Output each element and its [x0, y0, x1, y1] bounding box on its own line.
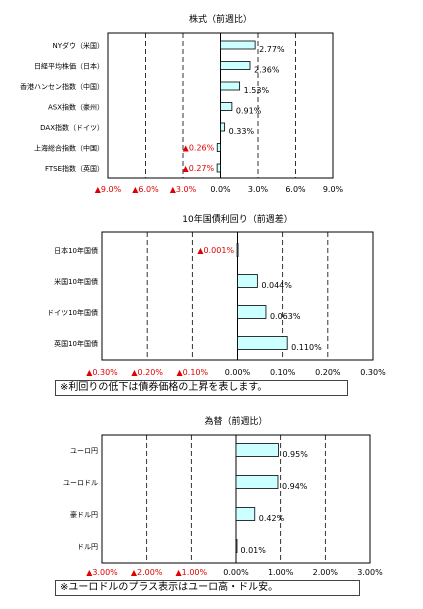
chart1-value-label: 0.91%: [236, 107, 262, 116]
chart1-bar: [220, 81, 241, 91]
chart1-bar: [220, 40, 256, 50]
chart1-category-label: 香港ハンセン指数（中国）: [20, 82, 104, 91]
chart1-bar: [220, 61, 251, 70]
chart1-value-label: ▲0.27%: [183, 164, 215, 173]
chart2-tick-label: ▲0.10%: [177, 368, 209, 377]
chart1-tick-label: 6.0%: [285, 185, 306, 194]
chart2-title: 10年国債利回り（前週差）: [182, 213, 292, 225]
chart3-category-label: ユーロ円: [70, 447, 98, 455]
chart2-bar: [236, 243, 239, 257]
chart2-tick-label: ▲0.30%: [86, 368, 118, 377]
chart2-bar: [237, 336, 288, 350]
chart1-tick-label: 3.0%: [248, 185, 269, 194]
chart1-category-label: NYダウ（米国）: [52, 41, 104, 50]
chart3-category-label: ユーロドル: [63, 479, 98, 487]
chart1-tick-label: 9.0%: [323, 185, 344, 194]
chart1-value-label: ▲0.26%: [183, 144, 215, 153]
chart2-note: ※利回りの低下は債券価格の上昇を表します。: [55, 380, 348, 396]
chart3-tick-label: 1.00%: [268, 568, 294, 577]
chart3-value-label: 0.42%: [259, 514, 285, 523]
chart1-category-label: 上海総合指数（中国）: [34, 144, 104, 153]
chart2-bar: [237, 305, 267, 319]
chart3-title: 為替（前週比）: [204, 415, 267, 427]
chart3-category-label: 豪ドル円: [70, 510, 98, 519]
chart2-tick-label: ▲0.20%: [131, 368, 163, 377]
chart3-value-label: 0.95%: [282, 450, 308, 459]
chart3-bar: [235, 443, 279, 457]
chart3-tick-label: ▲2.00%: [131, 568, 163, 577]
chart2-bar: [237, 274, 258, 288]
chart3-tick-label: 2.00%: [313, 568, 339, 577]
chart1-tick-label: ▲6.0%: [132, 185, 159, 194]
chart2-value-label: 0.110%: [291, 343, 322, 352]
chart2-tick-label: 0.10%: [270, 368, 296, 377]
chart2-value-label: ▲0.001%: [197, 246, 234, 255]
chart2-value-label: 0.063%: [270, 312, 301, 321]
chart1-bar: [216, 163, 221, 173]
chart1-bar: [220, 122, 226, 132]
chart3-bar: [235, 507, 256, 521]
chart2-tick-label: 0.30%: [360, 368, 386, 377]
chart1-tick-label: 0.0%: [210, 185, 231, 194]
chart2-value-label: 0.044%: [261, 281, 292, 290]
chart3-tick-label: 0.00%: [223, 568, 249, 577]
chart1-value-label: 2.77%: [259, 45, 285, 54]
chart1-value-label: 1.53%: [244, 86, 270, 95]
chart3-tick-label: ▲3.00%: [86, 568, 118, 577]
chart1-tick-label: ▲3.0%: [170, 185, 197, 194]
chart3-category-label: ドル円: [77, 543, 98, 551]
chart1-category-label: FTSE指数（英国）: [45, 164, 104, 173]
chart1-bar: [216, 143, 221, 152]
chart3-tick-label: 3.00%: [357, 568, 383, 577]
chart1-category-label: DAX指数（ドイツ）: [40, 123, 104, 132]
chart3-bar: [235, 475, 279, 489]
chart3-tick-label: ▲1.00%: [176, 568, 208, 577]
chart2-category-label: 英国10年国債: [54, 339, 98, 348]
chart3-value-label: 0.01%: [240, 546, 266, 555]
chart3-bar: [235, 539, 238, 553]
chart2-tick-label: 0.00%: [225, 368, 251, 377]
chart1-category-label: 日経平均株価（日本）: [34, 62, 104, 71]
chart1-category-label: ASX指数（豪州）: [48, 103, 104, 112]
chart3-note: ※ユーロドルのプラス表示はユーロ高・ドル安。: [55, 580, 360, 596]
chart2-tick-label: 0.20%: [315, 368, 341, 377]
chart2-category-label: 日本10年国債: [54, 246, 98, 255]
chart3-value-label: 0.94%: [282, 482, 308, 491]
chart1-title: 株式（前週比）: [189, 13, 252, 25]
chart2-category-label: 米国10年国債: [54, 277, 98, 286]
chart1-tick-label: ▲9.0%: [95, 185, 122, 194]
chart2-category-label: ドイツ10年国債: [47, 308, 98, 317]
chart1-value-label: 2.36%: [254, 66, 280, 75]
chart1-bar: [220, 102, 233, 111]
chart1-value-label: 0.33%: [229, 127, 255, 136]
